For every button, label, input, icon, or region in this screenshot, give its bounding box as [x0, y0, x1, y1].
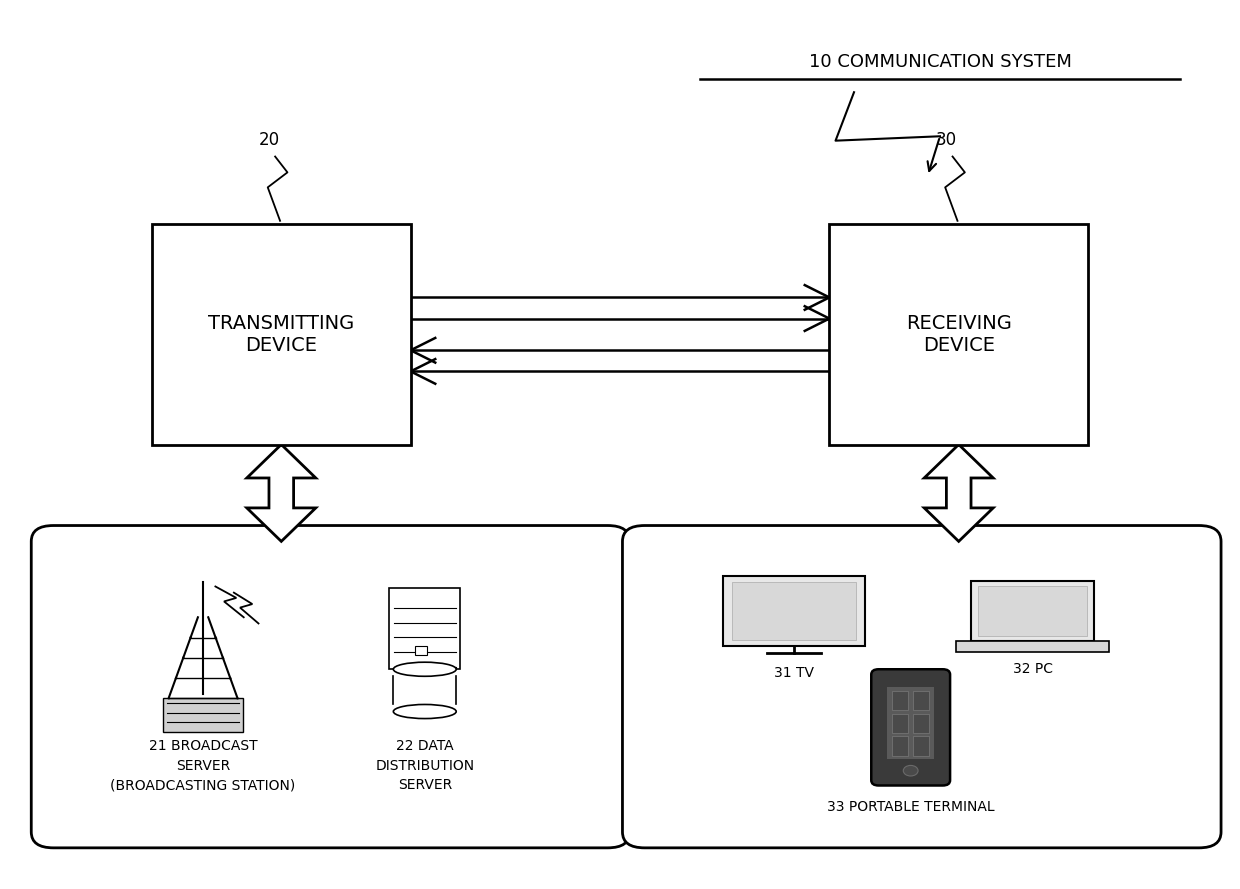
Bar — [723, 576, 866, 646]
Bar — [415, 646, 428, 655]
Ellipse shape — [393, 704, 456, 718]
Bar — [162, 698, 243, 732]
Bar — [978, 587, 1086, 636]
Text: 33 PORTABLE TERMINAL: 33 PORTABLE TERMINAL — [827, 800, 994, 814]
Bar — [888, 687, 934, 759]
FancyBboxPatch shape — [31, 525, 630, 848]
Bar — [893, 736, 908, 756]
Text: 32 PC: 32 PC — [1013, 662, 1053, 677]
Text: 20: 20 — [258, 132, 279, 149]
Polygon shape — [924, 444, 993, 541]
Text: RECEIVING
DEVICE: RECEIVING DEVICE — [905, 314, 1012, 355]
Bar — [394, 669, 455, 711]
Text: 10 COMMUNICATION SYSTEM: 10 COMMUNICATION SYSTEM — [808, 52, 1071, 70]
Text: 30: 30 — [936, 132, 957, 149]
Bar — [830, 224, 1087, 444]
Bar — [971, 581, 1094, 641]
Bar — [913, 691, 929, 710]
Bar — [913, 714, 929, 733]
Text: 21 BROADCAST
SERVER
(BROADCASTING STATION): 21 BROADCAST SERVER (BROADCASTING STATIO… — [110, 740, 295, 792]
FancyBboxPatch shape — [872, 669, 950, 786]
Text: 31 TV: 31 TV — [774, 666, 815, 680]
Bar — [732, 582, 857, 640]
FancyBboxPatch shape — [622, 525, 1221, 848]
Text: TRANSMITTING
DEVICE: TRANSMITTING DEVICE — [208, 314, 355, 355]
Bar — [913, 736, 929, 756]
Bar — [956, 641, 1109, 652]
Bar — [893, 714, 908, 733]
Bar — [893, 691, 908, 710]
Text: 22 DATA
DISTRIBUTION
SERVER: 22 DATA DISTRIBUTION SERVER — [376, 740, 475, 792]
Bar — [153, 224, 410, 444]
Bar — [389, 588, 460, 669]
Circle shape — [903, 765, 918, 776]
Polygon shape — [247, 444, 316, 541]
Ellipse shape — [393, 662, 456, 677]
